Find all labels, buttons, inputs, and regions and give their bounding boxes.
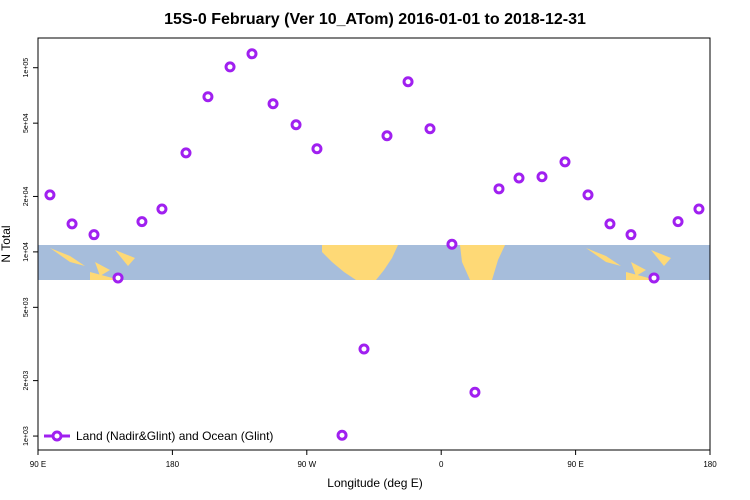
x-tick-label: 0 (439, 460, 444, 469)
point (402, 76, 414, 88)
point (156, 203, 168, 215)
point (604, 218, 616, 230)
point (311, 143, 323, 155)
y-tick-label: 2e+03 (23, 371, 30, 391)
point (66, 218, 78, 230)
point (536, 171, 548, 183)
y-tick-label: 1e+04 (23, 242, 30, 262)
y-tick-label: 1e+05 (23, 58, 30, 78)
point (88, 229, 100, 241)
point (267, 98, 279, 110)
point (424, 123, 436, 135)
point (358, 343, 370, 355)
point (336, 429, 348, 441)
point (112, 272, 124, 284)
point (693, 203, 705, 215)
point (136, 216, 148, 228)
point (224, 61, 236, 73)
point (290, 119, 302, 131)
point (446, 238, 458, 250)
y-tick-label: 1e+03 (23, 426, 30, 446)
point (180, 147, 192, 159)
point (202, 91, 214, 103)
map-band (38, 245, 710, 280)
point (513, 172, 525, 184)
x-axis-label: Longitude (deg E) (327, 476, 422, 490)
legend-marker (51, 430, 63, 442)
point (246, 48, 258, 60)
x-tick-label: 90 E (567, 460, 583, 469)
point (648, 272, 660, 284)
y-tick-label: 2e+04 (23, 187, 30, 207)
point (559, 156, 571, 168)
point (381, 130, 393, 142)
point (672, 216, 684, 228)
y-axis-label: N Total (0, 225, 13, 262)
point (44, 189, 56, 201)
y-tick-label: 5e+03 (23, 297, 30, 317)
x-tick-label: 90 W (297, 460, 316, 469)
point (469, 386, 481, 398)
x-tick-label: 90 E (30, 460, 46, 469)
x-tick-label: 180 (703, 460, 717, 469)
chart-title: 15S-0 February (Ver 10_ATom) 2016-01-01 … (164, 11, 586, 28)
point (582, 189, 594, 201)
point (493, 183, 505, 195)
legend-label: Land (Nadir&Glint) and Ocean (Glint) (76, 429, 273, 443)
x-tick-label: 180 (166, 460, 180, 469)
point (625, 229, 637, 241)
plot-frame (37, 37, 711, 451)
y-tick-label: 5e+04 (23, 113, 30, 133)
